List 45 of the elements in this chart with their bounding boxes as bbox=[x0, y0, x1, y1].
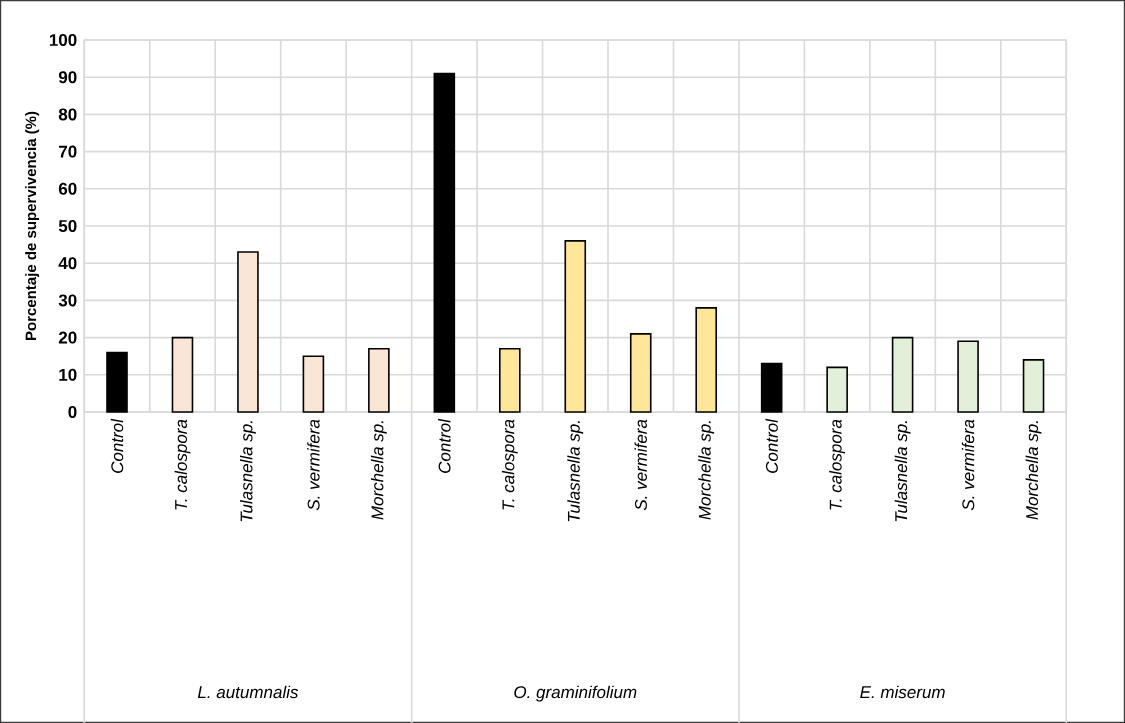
bar bbox=[891, 336, 914, 413]
y-tick-label: 0 bbox=[68, 405, 77, 418]
bar bbox=[433, 72, 456, 413]
x-tick-label: Morchella sp. bbox=[370, 421, 387, 520]
bar bbox=[106, 351, 128, 413]
y-tick-label: 10 bbox=[59, 368, 77, 381]
x-tick-label: T. calospora bbox=[829, 419, 846, 510]
y-tick-label: 90 bbox=[58, 71, 77, 84]
bar bbox=[957, 340, 979, 413]
x-tick-label: S. vermifera bbox=[634, 419, 647, 511]
y-tick-label: 80 bbox=[58, 108, 77, 121]
x-tick-label: Control bbox=[765, 418, 778, 473]
bar bbox=[302, 355, 325, 413]
text: L. autumnalis bbox=[197, 685, 299, 699]
y-tick-label: 40 bbox=[58, 257, 77, 270]
x-tick-label: Control bbox=[110, 418, 124, 473]
x-tick-label: T. calospora bbox=[501, 419, 518, 510]
y-tick-label: 100 bbox=[49, 33, 77, 47]
x-tick-label: S. vermifera bbox=[961, 419, 975, 511]
x-tick-label: Morchella sp. bbox=[1025, 421, 1042, 520]
bar bbox=[564, 240, 587, 413]
bar bbox=[826, 366, 848, 413]
x-tick-label: Tulasnella sp. bbox=[894, 421, 911, 522]
bar bbox=[695, 307, 717, 413]
y-tick-label: 30 bbox=[58, 294, 77, 307]
y-axis-title: Porcentaje de supervivencia (%) bbox=[25, 111, 40, 341]
text: O. graminifolium bbox=[514, 685, 637, 702]
bar bbox=[237, 251, 259, 413]
bar bbox=[171, 336, 194, 413]
x-tick-label: Tulasnella sp. bbox=[240, 421, 256, 522]
x-tick-label: T. calospora bbox=[174, 419, 191, 510]
text: E. miserum bbox=[860, 685, 945, 699]
y-tick-label: 50 bbox=[58, 219, 77, 232]
bar bbox=[1022, 359, 1045, 413]
y-tick-label: 20 bbox=[58, 331, 77, 344]
bar bbox=[368, 347, 390, 413]
bar bbox=[760, 362, 783, 413]
x-tick-label: Control bbox=[438, 418, 451, 473]
x-tick-label: Morchella sp. bbox=[698, 421, 715, 520]
bar bbox=[499, 347, 521, 413]
x-tick-label: Tulasnella sp. bbox=[567, 421, 584, 522]
y-tick-label: 70 bbox=[59, 145, 77, 158]
x-tick-label: S. vermifera bbox=[307, 419, 320, 511]
bar bbox=[629, 333, 652, 413]
y-tick-label: 60 bbox=[58, 182, 77, 195]
